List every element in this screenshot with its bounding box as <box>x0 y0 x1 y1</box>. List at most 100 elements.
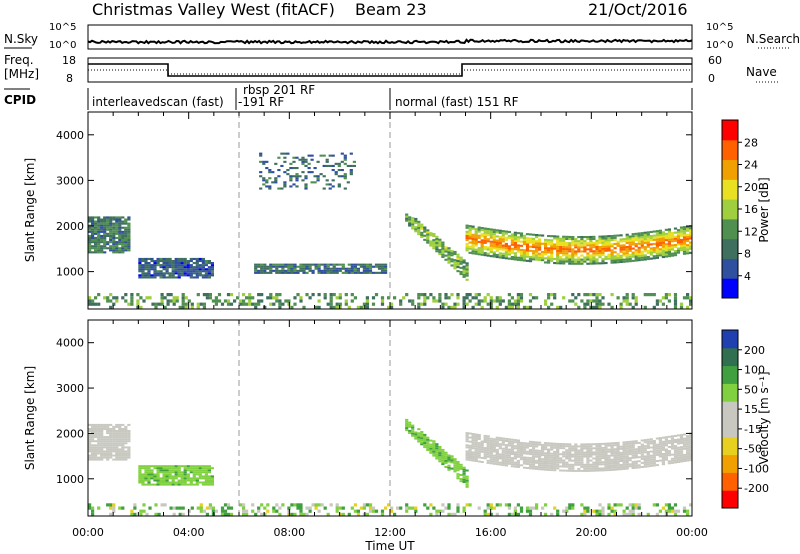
data-cell <box>679 434 684 436</box>
data-cell <box>313 175 317 178</box>
data-cell <box>586 509 590 513</box>
data-cell <box>124 430 128 432</box>
data-cell <box>453 462 457 465</box>
data-cell <box>229 293 234 297</box>
data-cell <box>468 450 472 453</box>
data-cell <box>513 441 517 444</box>
data-cell <box>156 475 160 478</box>
data-cell <box>88 234 92 237</box>
data-cell <box>586 258 590 261</box>
data-cell <box>171 471 175 474</box>
data-cell <box>513 302 517 306</box>
data-cell <box>201 483 205 486</box>
data-cell <box>480 251 484 254</box>
data-cell <box>673 237 678 240</box>
data-cell <box>204 481 208 484</box>
data-cell <box>501 256 505 259</box>
data-cell <box>646 465 650 468</box>
data-cell <box>495 305 499 309</box>
data-cell <box>465 432 469 435</box>
data-cell <box>637 466 641 469</box>
data-cell <box>326 512 330 516</box>
data-cell <box>426 239 430 242</box>
data-cell <box>477 302 481 306</box>
data-cell <box>513 239 517 242</box>
data-cell <box>637 257 641 260</box>
data-cell <box>109 432 113 435</box>
data-cell <box>664 293 668 297</box>
data-cell <box>199 503 203 507</box>
data-cell <box>88 430 92 432</box>
data-cell <box>676 249 681 252</box>
data-cell <box>195 483 199 486</box>
data-cell <box>257 299 261 303</box>
data-cell <box>658 237 662 240</box>
data-cell <box>652 446 656 449</box>
data-cell <box>432 448 436 451</box>
data-cell <box>483 509 487 513</box>
data-cell <box>531 506 536 510</box>
data-cell <box>519 293 524 297</box>
data-cell <box>607 249 611 252</box>
velocity-colorbar-label: Velocity [m s⁻¹] <box>757 371 771 464</box>
data-cell <box>198 481 202 484</box>
data-cell <box>337 175 341 178</box>
data-cell <box>516 258 520 261</box>
data-cell <box>405 509 409 513</box>
data-cell <box>115 425 119 428</box>
data-cell <box>525 446 530 449</box>
data-cell <box>628 444 632 447</box>
data-cell <box>510 241 514 244</box>
data-cell <box>477 448 481 451</box>
data-cell <box>550 467 554 469</box>
data-cell <box>177 465 181 468</box>
data-cell <box>495 296 499 300</box>
data-cell <box>368 267 373 270</box>
data-cell <box>550 454 554 457</box>
data-cell <box>504 460 508 463</box>
data-cell <box>631 293 635 297</box>
data-cell <box>525 251 530 254</box>
data-cell <box>595 243 599 246</box>
data-cell <box>531 463 536 466</box>
data-cell <box>289 185 293 188</box>
data-cell <box>601 442 605 445</box>
data-cell <box>144 475 148 478</box>
data-cell <box>408 299 412 303</box>
data-cell <box>103 428 107 430</box>
data-cell <box>686 305 690 309</box>
data-cell <box>652 454 656 457</box>
data-cell <box>643 246 647 249</box>
data-cell <box>426 231 430 234</box>
data-cell <box>655 445 659 448</box>
data-cell <box>307 162 311 165</box>
data-cell <box>180 479 184 482</box>
data-cell <box>115 440 119 443</box>
data-cell <box>280 187 284 190</box>
data-cell <box>435 451 439 454</box>
data-cell <box>141 274 145 277</box>
data-cell <box>260 271 264 274</box>
data-cell <box>689 444 693 447</box>
data-cell <box>592 293 596 297</box>
data-cell <box>655 242 659 245</box>
data-cell <box>643 256 647 259</box>
data-cell <box>432 233 436 236</box>
data-cell <box>115 438 119 441</box>
data-cell <box>259 175 263 178</box>
data-cell <box>295 179 299 182</box>
data-cell <box>589 453 593 456</box>
data-cell <box>317 305 321 309</box>
data-cell <box>118 430 122 432</box>
data-cell <box>498 256 502 259</box>
data-cell <box>571 467 575 470</box>
data-cell <box>426 229 430 232</box>
data-cell <box>531 453 536 456</box>
data-cell <box>150 260 154 263</box>
data-cell <box>450 293 454 297</box>
data-cell <box>516 451 520 454</box>
data-cell <box>492 438 496 441</box>
data-cell <box>661 440 665 443</box>
data-cell <box>637 255 641 258</box>
data-cell <box>174 475 178 478</box>
